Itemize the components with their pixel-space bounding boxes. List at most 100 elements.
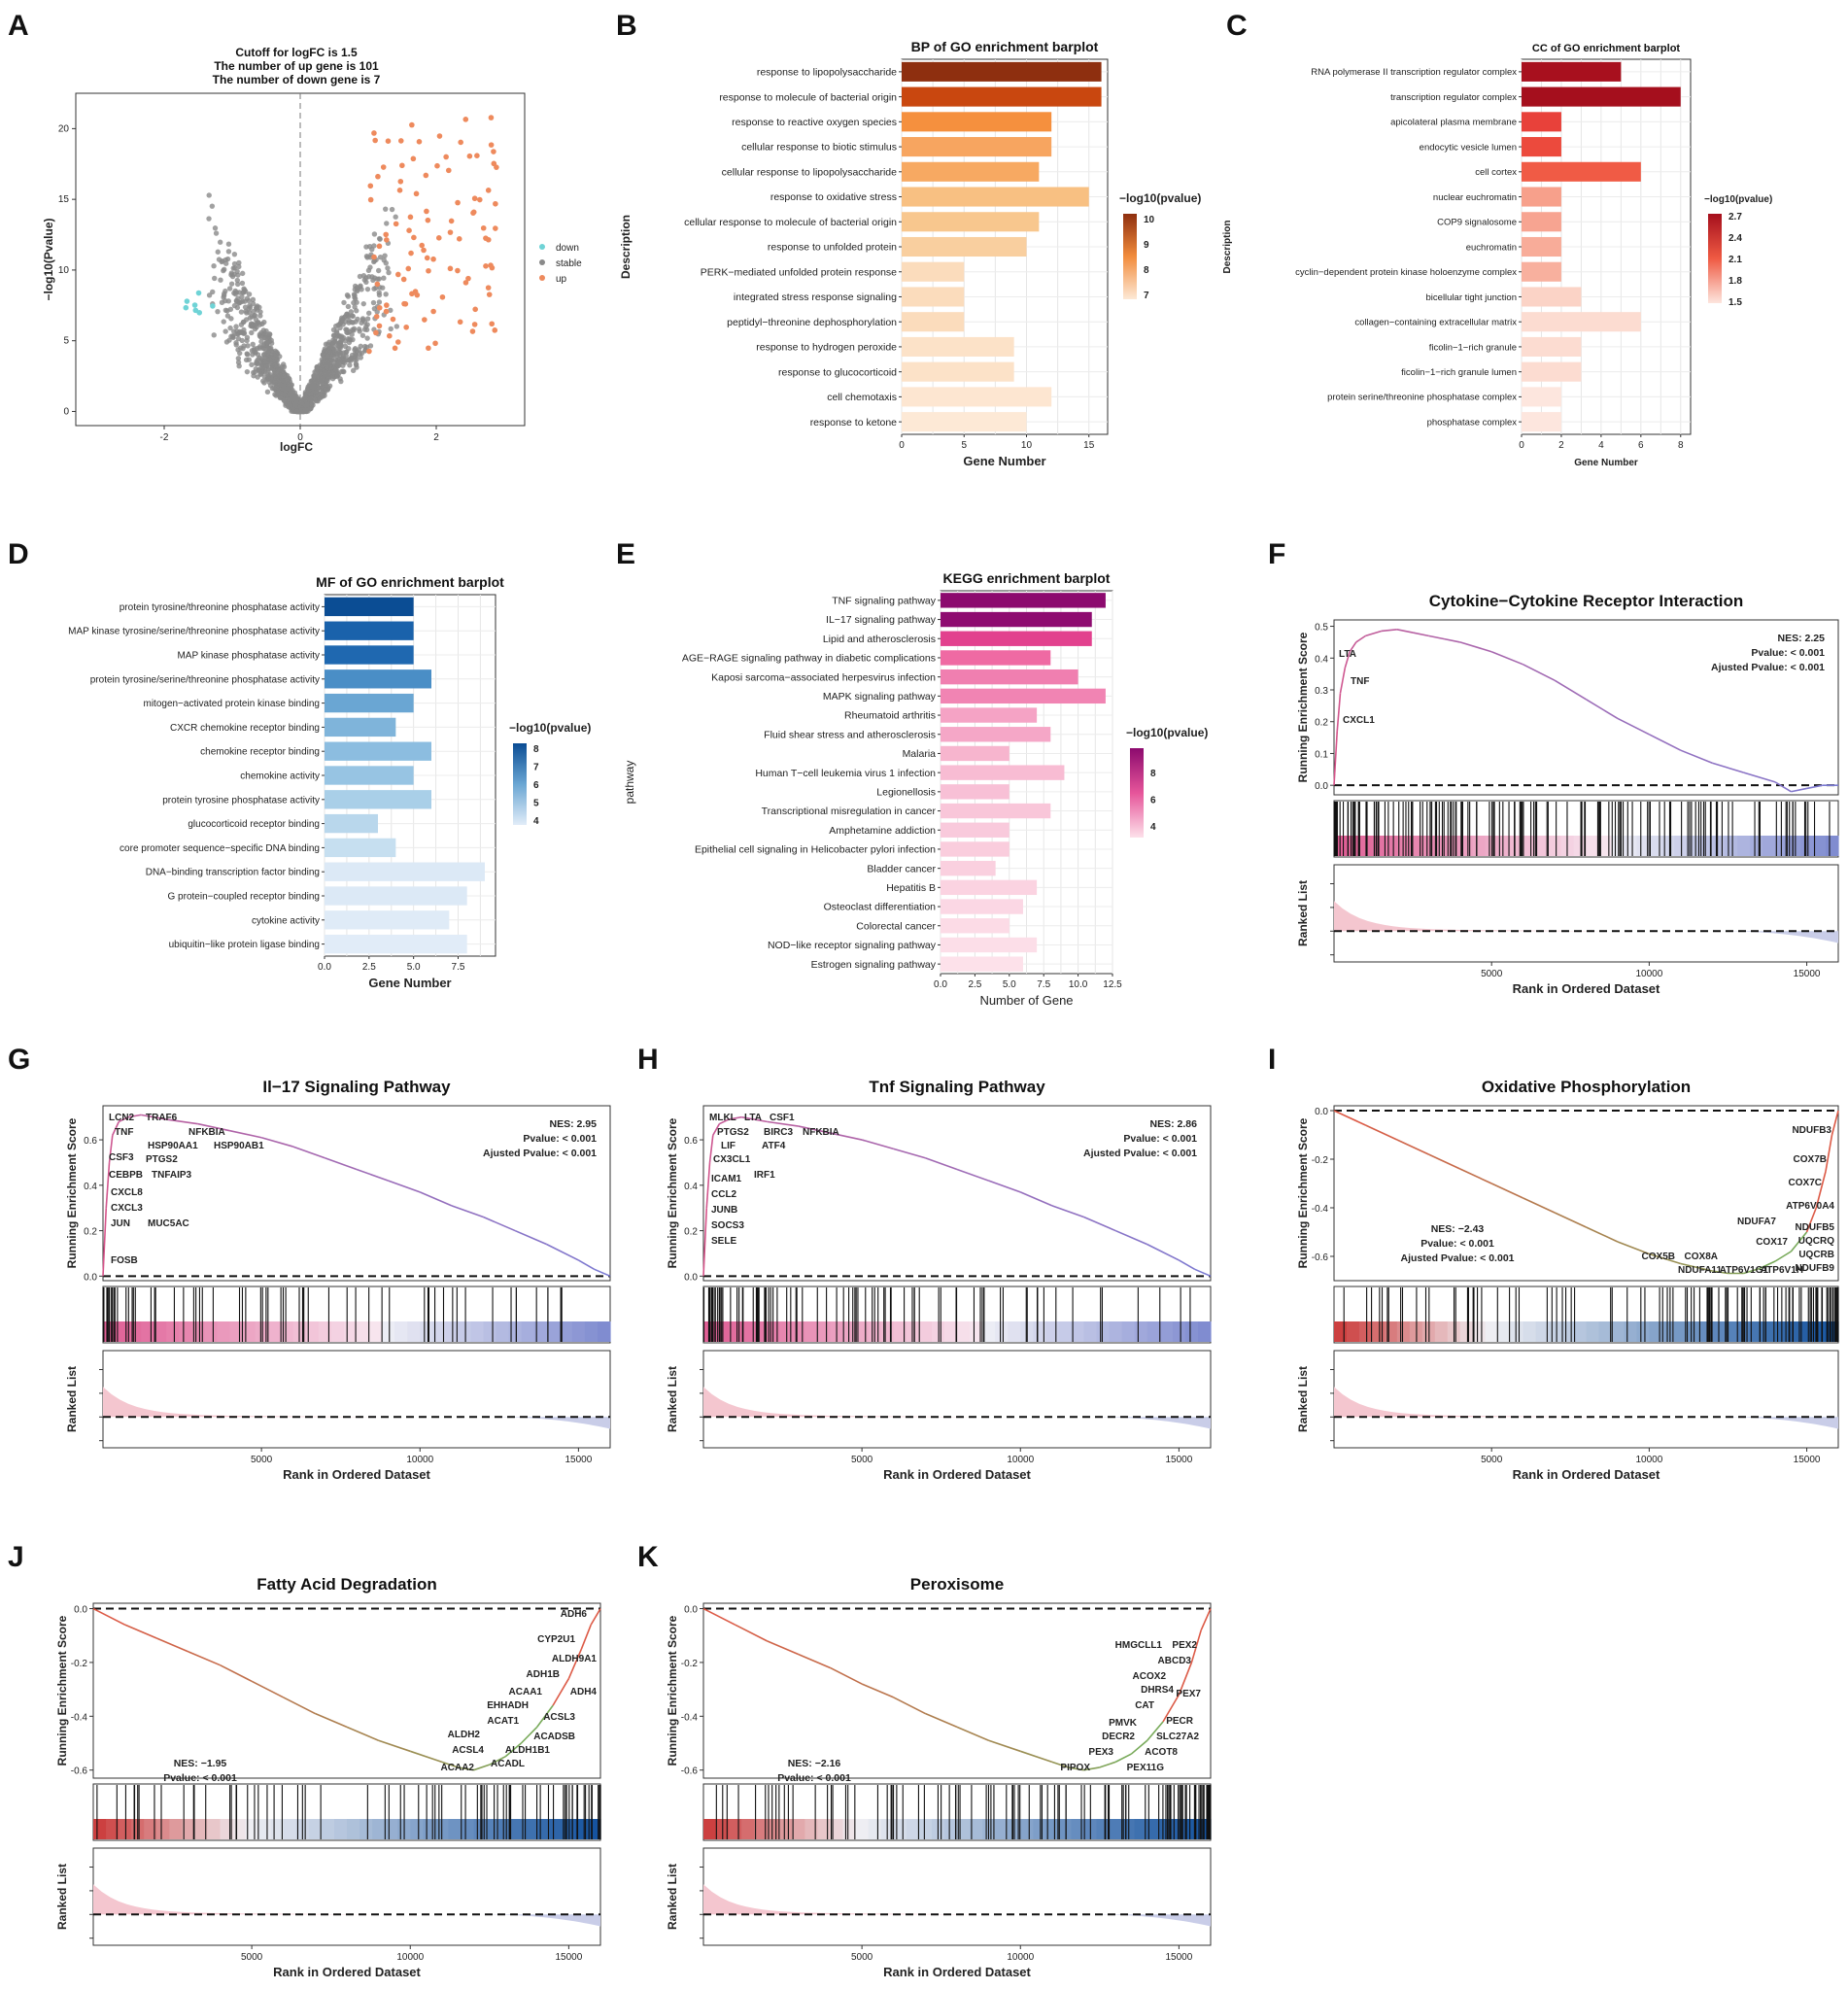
- gene-label: NDUFB9: [1795, 1263, 1834, 1274]
- ranked-negative-area: [1712, 1417, 1838, 1429]
- heat-cell: [1358, 1321, 1373, 1342]
- es-curve-segment: [220, 1663, 253, 1683]
- heat-cell: [1184, 1819, 1199, 1839]
- point-stable: [371, 243, 377, 249]
- es-curve-segment: [536, 1704, 554, 1728]
- point-stable: [336, 360, 343, 365]
- heat-cell: [1661, 1321, 1675, 1342]
- bar: [941, 956, 1023, 972]
- es-curve-segment: [141, 1114, 167, 1120]
- heat-cell: [1146, 1321, 1161, 1342]
- bar: [325, 838, 396, 858]
- point-stable: [246, 291, 253, 297]
- heat-cell: [1384, 1321, 1398, 1342]
- es-curve-segment: [1586, 699, 1619, 720]
- es-curve-segment: [718, 1118, 730, 1125]
- heat-cell: [1020, 1819, 1034, 1839]
- chart-title: MF of GO enrichment barplot: [316, 574, 504, 590]
- category-label: Colorectal cancer: [856, 920, 936, 932]
- heat-cell: [1459, 1321, 1474, 1342]
- gene-label: ACOT8: [1145, 1747, 1178, 1758]
- gene-label: CXCL8: [111, 1187, 143, 1198]
- legend-title: −log10(pvalue): [1126, 726, 1208, 739]
- gene-label: CYP2U1: [537, 1634, 575, 1645]
- heat-cell: [767, 1819, 780, 1839]
- point-stable: [320, 352, 326, 359]
- point-stable: [328, 357, 335, 362]
- gene-label: ADH6: [561, 1609, 588, 1620]
- es-frame: [702, 1105, 1212, 1282]
- gene-label: PIPOX: [1060, 1763, 1090, 1773]
- es-curve-segment: [798, 1125, 831, 1134]
- category-label: ubiquitin−like protein ligase binding: [169, 940, 320, 950]
- point-stable: [351, 291, 358, 297]
- es-curve-segment: [830, 1666, 863, 1685]
- cc-go-barplot: RNA polymerase II transcription regulato…: [1222, 43, 1772, 468]
- point-stable: [206, 216, 212, 222]
- es-curve-segment: [419, 1191, 453, 1207]
- heat-cell: [1434, 1321, 1449, 1342]
- point-down: [183, 304, 189, 311]
- x-tick-label: 5000: [1481, 1455, 1503, 1465]
- point-stable: [385, 265, 391, 271]
- heat-cell: [970, 1321, 983, 1342]
- heat-cell: [1109, 1819, 1123, 1839]
- es-curve-segment: [441, 1761, 459, 1768]
- gene-label: NDUFA7: [1737, 1217, 1776, 1227]
- point-stable: [364, 335, 370, 341]
- point-down: [210, 303, 216, 309]
- stat-text: Ajusted Pvalue: < 0.001: [1711, 662, 1825, 673]
- heat-cell: [1636, 1321, 1650, 1342]
- x-tick-label: 10000: [1635, 969, 1662, 979]
- es-curve-segment: [702, 1607, 736, 1626]
- point-stable: [359, 332, 366, 338]
- es-curve-segment: [1051, 1205, 1084, 1218]
- es-curve-segment: [102, 1208, 108, 1277]
- heat-cell: [792, 1321, 805, 1342]
- gene-label: JUN: [111, 1218, 130, 1229]
- es-curve-segment: [292, 1146, 325, 1159]
- point-up: [439, 293, 446, 300]
- heat-cell: [242, 1321, 257, 1342]
- es-curve-segment: [567, 1648, 583, 1679]
- es-curve-segment: [1444, 637, 1460, 643]
- category-label: euchromatin: [1466, 242, 1517, 253]
- heat-cell: [93, 1819, 107, 1839]
- y-axis-label: Running Enrichment Score: [55, 1615, 69, 1766]
- es-curve-segment: [705, 1162, 711, 1209]
- point-stable: [371, 231, 378, 237]
- bar: [941, 727, 1051, 742]
- heat-cell: [1548, 836, 1562, 856]
- point-stable: [383, 260, 389, 266]
- heat-cell: [1058, 1819, 1073, 1839]
- heat-cell: [1058, 1321, 1073, 1342]
- point-stable: [333, 351, 340, 358]
- gene-label: NDUFB5: [1795, 1222, 1834, 1233]
- point-up: [395, 271, 401, 278]
- point-stable: [262, 335, 268, 341]
- point-stable: [384, 221, 390, 226]
- heat-cell: [546, 1321, 561, 1342]
- heat-cell: [1045, 1819, 1059, 1839]
- point-stable: [230, 265, 236, 271]
- point-stable: [259, 321, 265, 327]
- category-label: response to lipopolysaccharide: [757, 67, 897, 79]
- es-curve-segment: [260, 1136, 293, 1148]
- gene-label: JUNB: [711, 1205, 737, 1216]
- es-curve-segment: [1336, 693, 1342, 732]
- point-stable: [270, 355, 276, 360]
- point-stable: [221, 267, 226, 274]
- point-stable: [218, 277, 223, 283]
- point-up: [477, 196, 483, 203]
- bar: [941, 937, 1038, 953]
- gene-label: PMVK: [1109, 1718, 1138, 1729]
- point-up: [408, 250, 414, 257]
- es-curve-segment: [1178, 1662, 1193, 1696]
- es-curve-segment: [197, 1122, 230, 1132]
- point-stable: [286, 382, 292, 388]
- point-stable: [241, 330, 247, 336]
- es-curve-segment: [504, 1742, 522, 1758]
- es-curve-segment: [594, 1268, 611, 1278]
- es-curve-segment: [1805, 1207, 1818, 1233]
- category-label: cellular response to molecule of bacteri…: [684, 217, 897, 228]
